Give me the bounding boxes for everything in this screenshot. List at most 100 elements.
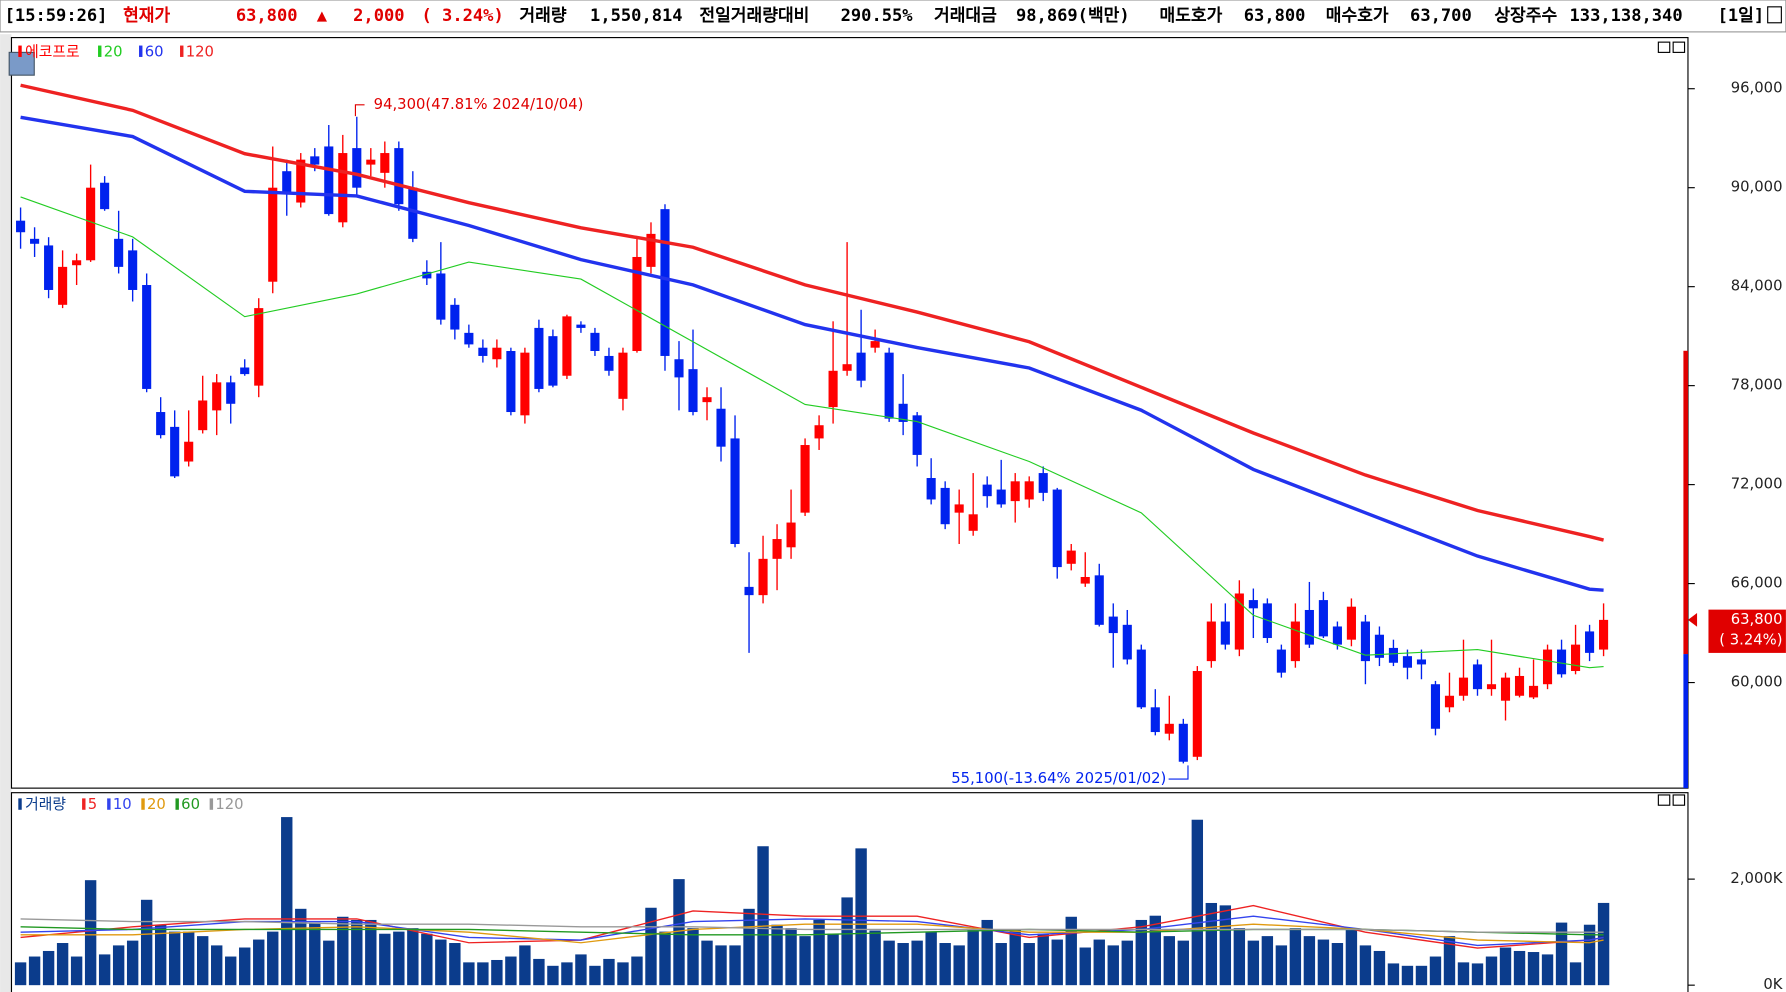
legend-marker [98,45,102,57]
volume-bar [1541,954,1554,986]
legend-marker [18,45,22,57]
volume-bar [1135,919,1147,986]
candle-body [1360,621,1370,662]
candle-body [58,266,68,305]
volume-bar [1191,819,1204,986]
volume-bar [379,933,391,986]
candle-body [996,489,1006,505]
volume-bar [1009,929,1021,986]
annotation: 94,300(47.81% 2024/10/04) [374,96,584,113]
volume-bar [659,931,671,986]
volume-bar [1345,928,1358,986]
volume-bar [1289,928,1302,986]
candle-body [1514,675,1525,696]
volume-bar [911,940,923,986]
candle-body [1164,723,1174,734]
candle-body [1374,634,1384,658]
volume-bar [393,931,405,986]
volume-bar [575,954,587,986]
candle-body [198,400,208,431]
legend-label: 60 [145,43,164,60]
header-item: 매도호가 [1160,6,1223,26]
panel-button[interactable] [1672,794,1686,806]
moving-average [20,115,1604,592]
y-tick-label: 96,000 [1731,80,1783,97]
legend-label: 10 [113,796,132,813]
candle-body [212,382,222,411]
candle-body [492,347,502,360]
moving-average [20,923,1604,944]
moving-average [20,904,1604,949]
volume-bar [1513,950,1526,986]
panel-button[interactable] [1657,41,1671,53]
volume-bar [939,943,951,986]
header-item: [15:59:26] [5,6,108,26]
volume-bar [491,959,503,986]
volume-bar [168,931,181,986]
moving-average [20,83,1604,542]
volume-bar [126,940,139,986]
panel-button[interactable] [1672,41,1686,53]
volume-bar [112,945,125,986]
volume-bar [841,897,853,986]
y-tick-label: 60,000 [1731,674,1783,691]
moving-average [20,196,1604,669]
candle-body [478,347,488,356]
candle-body [576,324,586,328]
volume-bar [140,899,153,986]
volume-bar [337,916,349,986]
volume-bar [925,931,937,986]
header-item: 2,000 [353,6,404,26]
volume-bar [1107,945,1119,986]
volume-bar [687,928,699,986]
volume-bar [729,945,741,986]
panel-button[interactable] [1657,794,1671,806]
volume-bar [1303,936,1316,986]
candle-body [1178,723,1188,762]
header-bar [0,0,1786,33]
candle-body [842,364,852,371]
volume-bar [813,919,825,986]
candle-body [954,504,964,513]
volume-bar [1387,963,1400,986]
candle-body [226,382,236,404]
candle-body [1122,624,1132,660]
volume-bar [1429,956,1442,986]
volume-bar [1583,924,1596,986]
candle-body [1542,649,1553,685]
candle-body [828,370,838,408]
volume-bar [883,940,895,986]
candle-body [1136,649,1146,708]
volume-bar [1177,940,1190,986]
legend-label: 거래량 [25,796,66,813]
volume-bar [757,846,769,986]
candle-body [296,159,306,203]
header-item: 전일거래량대비 [699,6,809,26]
last-price-box [1708,609,1786,653]
candle-body [1248,600,1258,609]
legend-marker [18,798,22,810]
legend-marker [82,798,86,810]
header-item: 63,700 [1410,6,1472,26]
volume-bar [897,943,909,986]
window-button[interactable] [1767,6,1782,24]
candle-body [646,233,656,267]
volume-bar [715,945,727,986]
candle-body [590,332,600,352]
y-tick-label: 84,000 [1731,278,1783,295]
header-item: 매수호가 [1326,6,1389,26]
volume-bar [995,943,1007,986]
candle-body [940,487,950,525]
volume-bar [547,965,559,986]
candle-body [1346,606,1356,640]
volume-bar [1499,947,1512,986]
header-item: 1,550,814 [590,6,683,26]
volume-bar [281,817,293,986]
legend-label: 20 [104,43,123,60]
volume-bar [225,956,237,986]
candle-body [30,238,40,244]
candle-body [324,146,334,215]
volume-bar [603,958,615,986]
volume-bar [967,929,979,986]
volume-bar [1051,939,1063,986]
